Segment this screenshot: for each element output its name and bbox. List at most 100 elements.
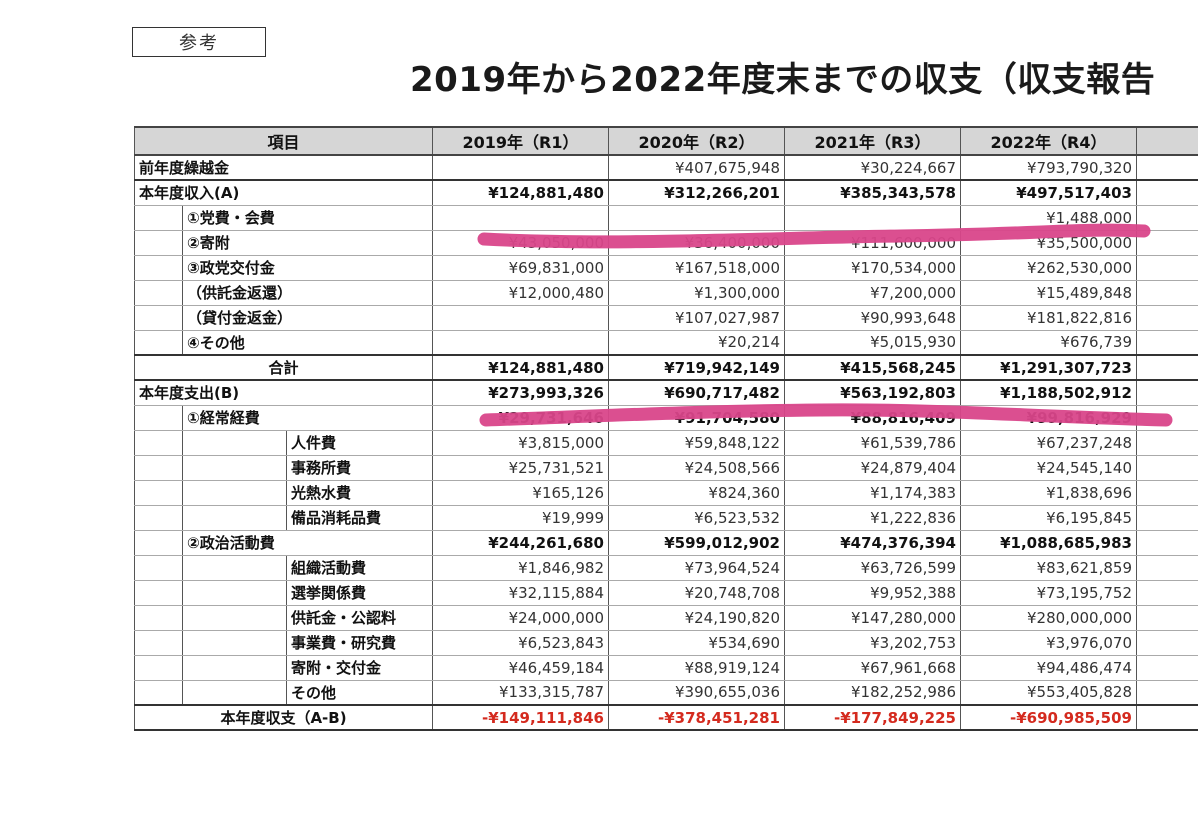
cell: ¥1,846,982	[432, 554, 609, 581]
cell: -¥378,451,281	[608, 704, 785, 731]
cell: ¥25,731,521	[432, 454, 609, 481]
cell: ¥9,952,388	[784, 579, 961, 606]
cell: ¥46,459,184	[432, 654, 609, 681]
cell: ¥6,523,843	[432, 629, 609, 656]
row-label: 本年度収入(A)	[134, 179, 433, 206]
row-deposit-return: （供託金返還） ¥12,000,480 ¥1,300,000 ¥7,200,00…	[134, 279, 1198, 306]
cell: ¥67,237,248	[960, 429, 1137, 456]
cell: ¥182,252,986	[784, 679, 961, 706]
cell: ¥1,222,836	[784, 504, 961, 531]
cell: ¥170,534,000	[784, 254, 961, 281]
cell: ¥69,831,000	[432, 254, 609, 281]
cell: ¥73,195,752	[960, 579, 1137, 606]
cell: ¥474,376,394	[784, 529, 961, 556]
col-header-2021: 2021年（R3）	[784, 126, 961, 156]
cell: ¥59,848,122	[608, 429, 785, 456]
cell: ¥1,838,696	[960, 479, 1137, 506]
row-business: 事業費・研究費 ¥6,523,843 ¥534,690 ¥3,202,753 ¥…	[134, 629, 1198, 656]
header-row: 項目 2019年（R1） 2020年（R2） 2021年（R3） 2022年（R…	[134, 126, 1198, 156]
row-label: 寄附・交付金	[286, 654, 433, 681]
cell: ¥88,919,124	[608, 654, 785, 681]
cell: ¥61,539,786	[784, 429, 961, 456]
cell: ¥67,961,668	[784, 654, 961, 681]
document-title: 2019年から2022年度末までの収支（収支報告	[410, 60, 1156, 100]
row-label: 前年度繰越金	[134, 154, 433, 181]
row-label: 備品消耗品費	[286, 504, 433, 531]
row-expense: 本年度支出(B) ¥273,993,326 ¥690,717,482 ¥563,…	[134, 379, 1198, 406]
cell: ¥5,015,930	[784, 329, 961, 356]
cell: ¥24,879,404	[784, 454, 961, 481]
cell: ¥124,881,480	[432, 179, 609, 206]
row-label: 本年度支出(B)	[134, 379, 433, 406]
row-label: 事務所費	[286, 454, 433, 481]
cell: -¥149,111,846	[432, 704, 609, 731]
cell: ¥29,731,646	[432, 404, 609, 431]
cell: ¥91,704,580	[608, 404, 785, 431]
row-label: 人件費	[286, 429, 433, 456]
cell: ¥24,000,000	[432, 604, 609, 631]
cell: ¥1,300,000	[608, 279, 785, 306]
cell: ¥167,518,000	[608, 254, 785, 281]
cell: ¥12,000,480	[432, 279, 609, 306]
cell: ¥676,739	[960, 329, 1137, 356]
cell: ¥19,999	[432, 504, 609, 531]
cell: ¥147,280,000	[784, 604, 961, 631]
row-label: 光熱水費	[286, 479, 433, 506]
row-political: ②政治活動費 ¥244,261,680 ¥599,012,902 ¥474,37…	[134, 529, 1198, 556]
cell: ¥3,815,000	[432, 429, 609, 456]
row-other-expense: その他 ¥133,315,787 ¥390,655,036 ¥182,252,9…	[134, 679, 1198, 706]
cell: ¥1,291,307,723	[960, 354, 1137, 381]
row-label: ②寄附	[182, 229, 433, 256]
row-label: ①経常経費	[182, 404, 433, 431]
row-supplies: 備品消耗品費 ¥19,999 ¥6,523,532 ¥1,222,836 ¥6,…	[134, 504, 1198, 531]
cell: ¥43,050,000	[432, 229, 609, 256]
col-header-item: 項目	[134, 126, 433, 156]
row-label: 組織活動費	[286, 554, 433, 581]
cell: ¥690,717,482	[608, 379, 785, 406]
cell: ¥1,174,383	[784, 479, 961, 506]
row-election: 選挙関係費 ¥32,115,884 ¥20,748,708 ¥9,952,388…	[134, 579, 1198, 606]
cell	[784, 204, 961, 231]
row-office: 事務所費 ¥25,731,521 ¥24,508,566 ¥24,879,404…	[134, 454, 1198, 481]
cell: ¥99,816,929	[960, 404, 1137, 431]
row-organization: 組織活動費 ¥1,846,982 ¥73,964,524 ¥63,726,599…	[134, 554, 1198, 581]
row-total: 合計 ¥124,881,480 ¥719,942,149 ¥415,568,24…	[134, 354, 1198, 381]
cell: ¥124,881,480	[432, 354, 609, 381]
cell: -¥177,849,225	[784, 704, 961, 731]
row-label: 供託金・公認料	[286, 604, 433, 631]
cell	[432, 329, 609, 356]
income-expense-table: 項目 2019年（R1） 2020年（R2） 2021年（R3） 2022年（R…	[134, 126, 1198, 731]
row-label: 事業費・研究費	[286, 629, 433, 656]
cell: ¥497,517,403	[960, 179, 1137, 206]
cell: ¥165,126	[432, 479, 609, 506]
cell: ¥3,202,753	[784, 629, 961, 656]
cell	[432, 154, 609, 181]
cell: ¥83,621,859	[960, 554, 1137, 581]
row-label: ②政治活動費	[182, 529, 433, 556]
row-label: （貸付金返金）	[182, 304, 433, 331]
cell: ¥88,816,409	[784, 404, 961, 431]
row-grants: 寄附・交付金 ¥46,459,184 ¥88,919,124 ¥67,961,6…	[134, 654, 1198, 681]
cell: ¥385,343,578	[784, 179, 961, 206]
col-header-2019: 2019年（R1）	[432, 126, 609, 156]
cell: ¥20,214	[608, 329, 785, 356]
cell: ¥24,545,140	[960, 454, 1137, 481]
row-income: 本年度収入(A) ¥124,881,480 ¥312,266,201 ¥385,…	[134, 179, 1198, 206]
cell: ¥63,726,599	[784, 554, 961, 581]
row-dues: ①党費・会費 ¥1,488,000	[134, 204, 1198, 231]
row-label: その他	[286, 679, 433, 706]
cell: ¥1,488,000	[960, 204, 1137, 231]
cell: ¥24,190,820	[608, 604, 785, 631]
cell: ¥90,993,648	[784, 304, 961, 331]
cell: ¥20,748,708	[608, 579, 785, 606]
cell: ¥262,530,000	[960, 254, 1137, 281]
cell: ¥563,192,803	[784, 379, 961, 406]
cell	[432, 304, 609, 331]
cell: ¥1,188,502,912	[960, 379, 1137, 406]
cell: -¥690,985,509	[960, 704, 1137, 731]
row-label: 本年度収支（A-B)	[134, 704, 433, 731]
cell: ¥133,315,787	[432, 679, 609, 706]
cell: ¥599,012,902	[608, 529, 785, 556]
cell	[432, 204, 609, 231]
cell: ¥312,266,201	[608, 179, 785, 206]
